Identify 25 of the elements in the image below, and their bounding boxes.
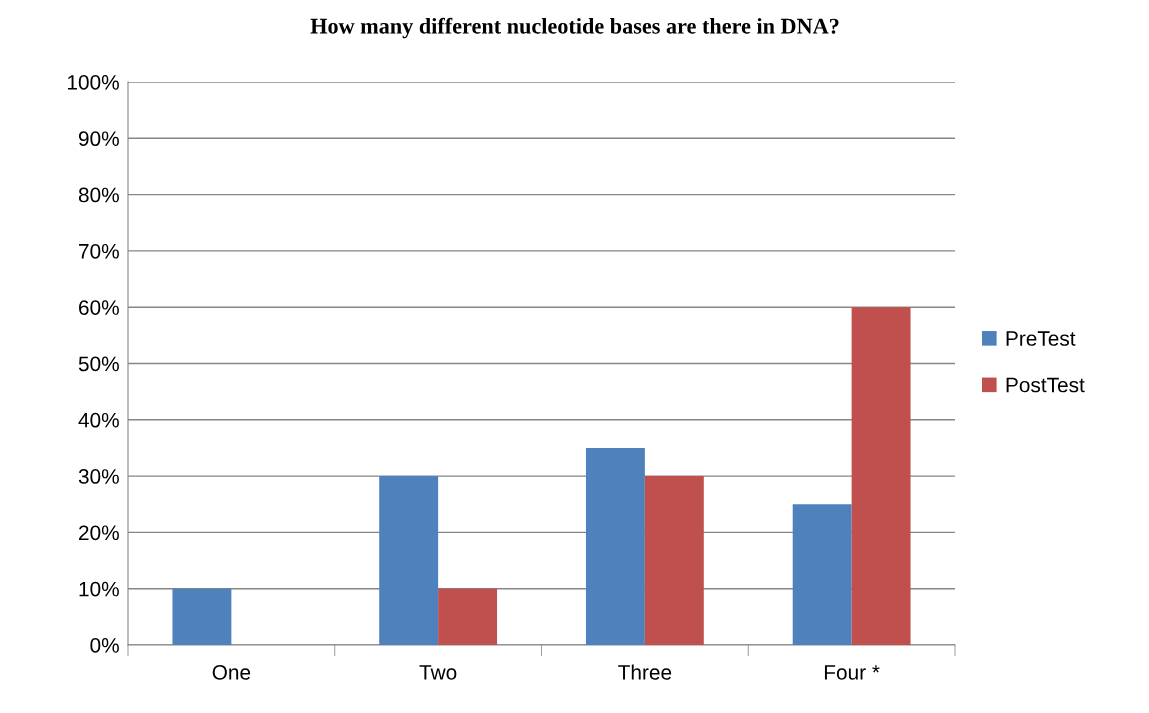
- bar: [172, 588, 232, 645]
- x-tick-label: Three: [618, 664, 672, 680]
- bar: [851, 307, 911, 645]
- y-tick-label: 60%: [79, 300, 119, 315]
- y-tick-label: 80%: [78, 187, 119, 203]
- x-tick-label: One: [212, 664, 251, 680]
- y-tick-label: 30%: [78, 469, 119, 484]
- legend-label: PostTest: [1006, 377, 1085, 393]
- legend-label: PreTest: [1006, 331, 1076, 346]
- y-tick-label: 0%: [90, 638, 119, 653]
- y-tick-label: 20%: [79, 525, 119, 541]
- bar: [644, 476, 704, 645]
- y-tick-label: 100%: [67, 75, 119, 90]
- y-tick-label: 50%: [78, 356, 119, 372]
- x-tick-label: Four *: [824, 665, 880, 680]
- chart-title: How many different nucleotide bases are there in DNA?: [310, 17, 839, 39]
- y-tick-label: 40%: [78, 412, 119, 428]
- bar: [792, 504, 852, 645]
- y-tick-label: 90%: [78, 131, 119, 147]
- y-tick-label: 70%: [79, 243, 119, 259]
- bar: [379, 476, 439, 645]
- x-tick-label: Two: [419, 665, 457, 680]
- bar: [438, 588, 498, 645]
- y-tick-label: 10%: [79, 581, 119, 597]
- bar: [585, 447, 645, 645]
